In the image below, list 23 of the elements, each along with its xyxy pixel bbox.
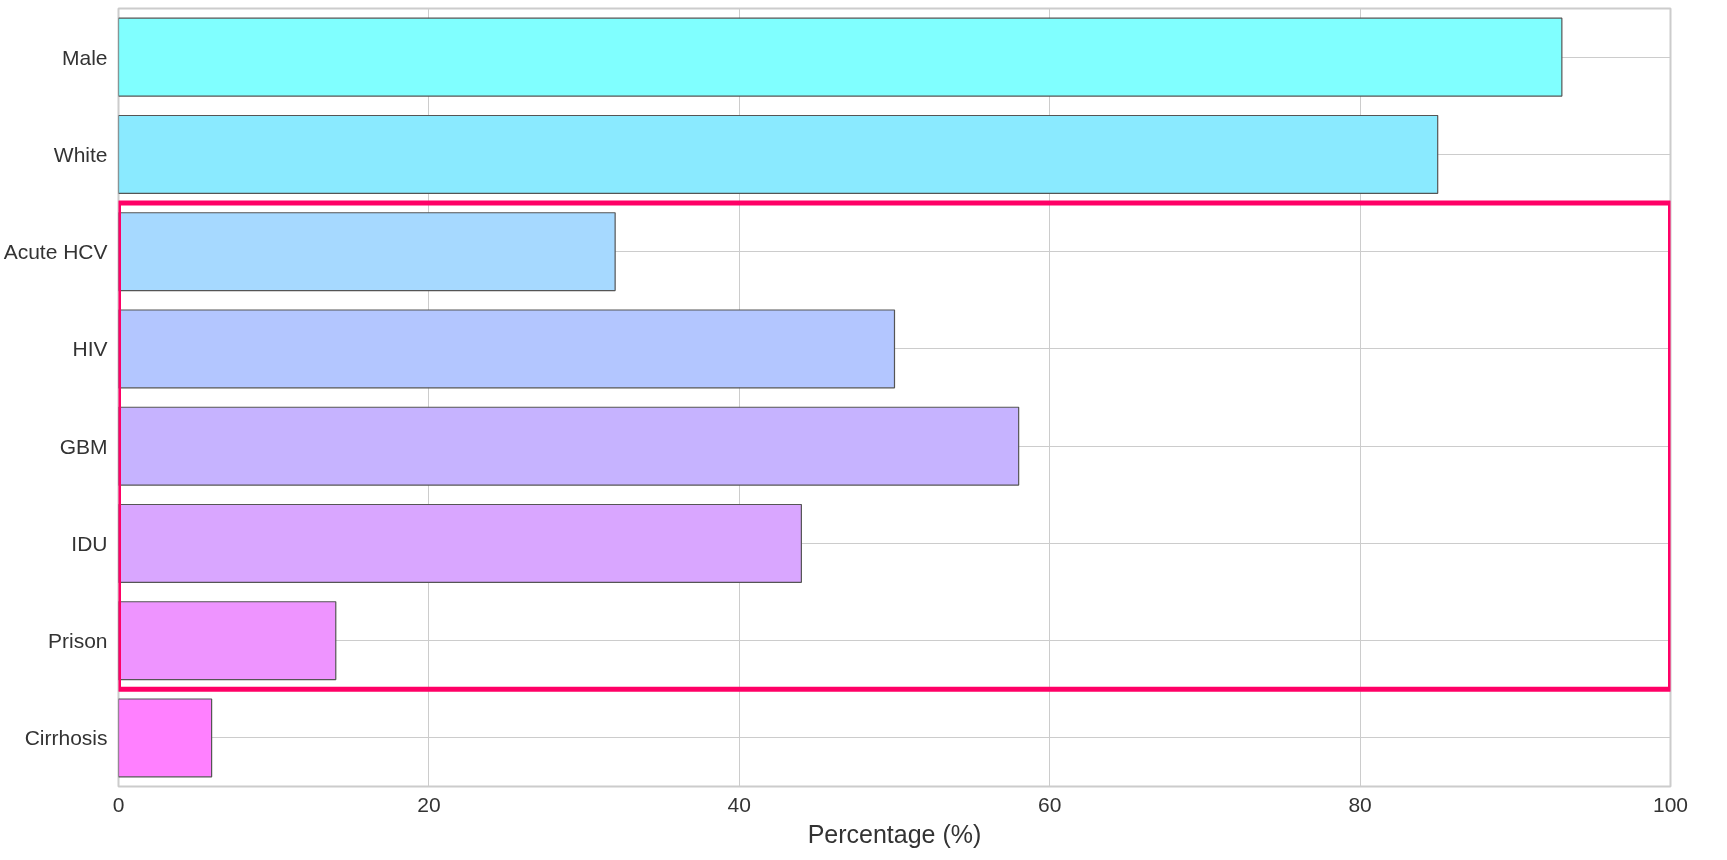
y-tick-label: Male <box>61 45 108 69</box>
x-tick-label: 40 <box>727 792 751 816</box>
x-axis-title: Percentage (%) <box>807 819 982 848</box>
x-tick-label: 60 <box>1038 792 1062 816</box>
y-tick-label: GBM <box>59 434 108 458</box>
bar <box>118 698 213 778</box>
y-tick-label: Prison <box>47 629 108 653</box>
bar <box>118 601 337 681</box>
bar <box>118 309 896 389</box>
y-tick-label: White <box>53 142 108 166</box>
bar <box>118 406 1020 486</box>
y-tick-label: Cirrhosis <box>24 726 108 750</box>
x-tick-label: 100 <box>1652 792 1689 816</box>
bar <box>118 503 802 583</box>
x-tick-label: 0 <box>112 792 125 816</box>
y-tick-label: Acute HCV <box>3 240 108 264</box>
bar <box>118 17 1563 97</box>
x-tick-label: 80 <box>1348 792 1372 816</box>
y-tick-label: IDU <box>71 531 108 555</box>
y-tick-label: HIV <box>72 337 108 361</box>
bar <box>118 212 616 292</box>
bar <box>118 114 1439 194</box>
x-tick-label: 20 <box>417 792 441 816</box>
